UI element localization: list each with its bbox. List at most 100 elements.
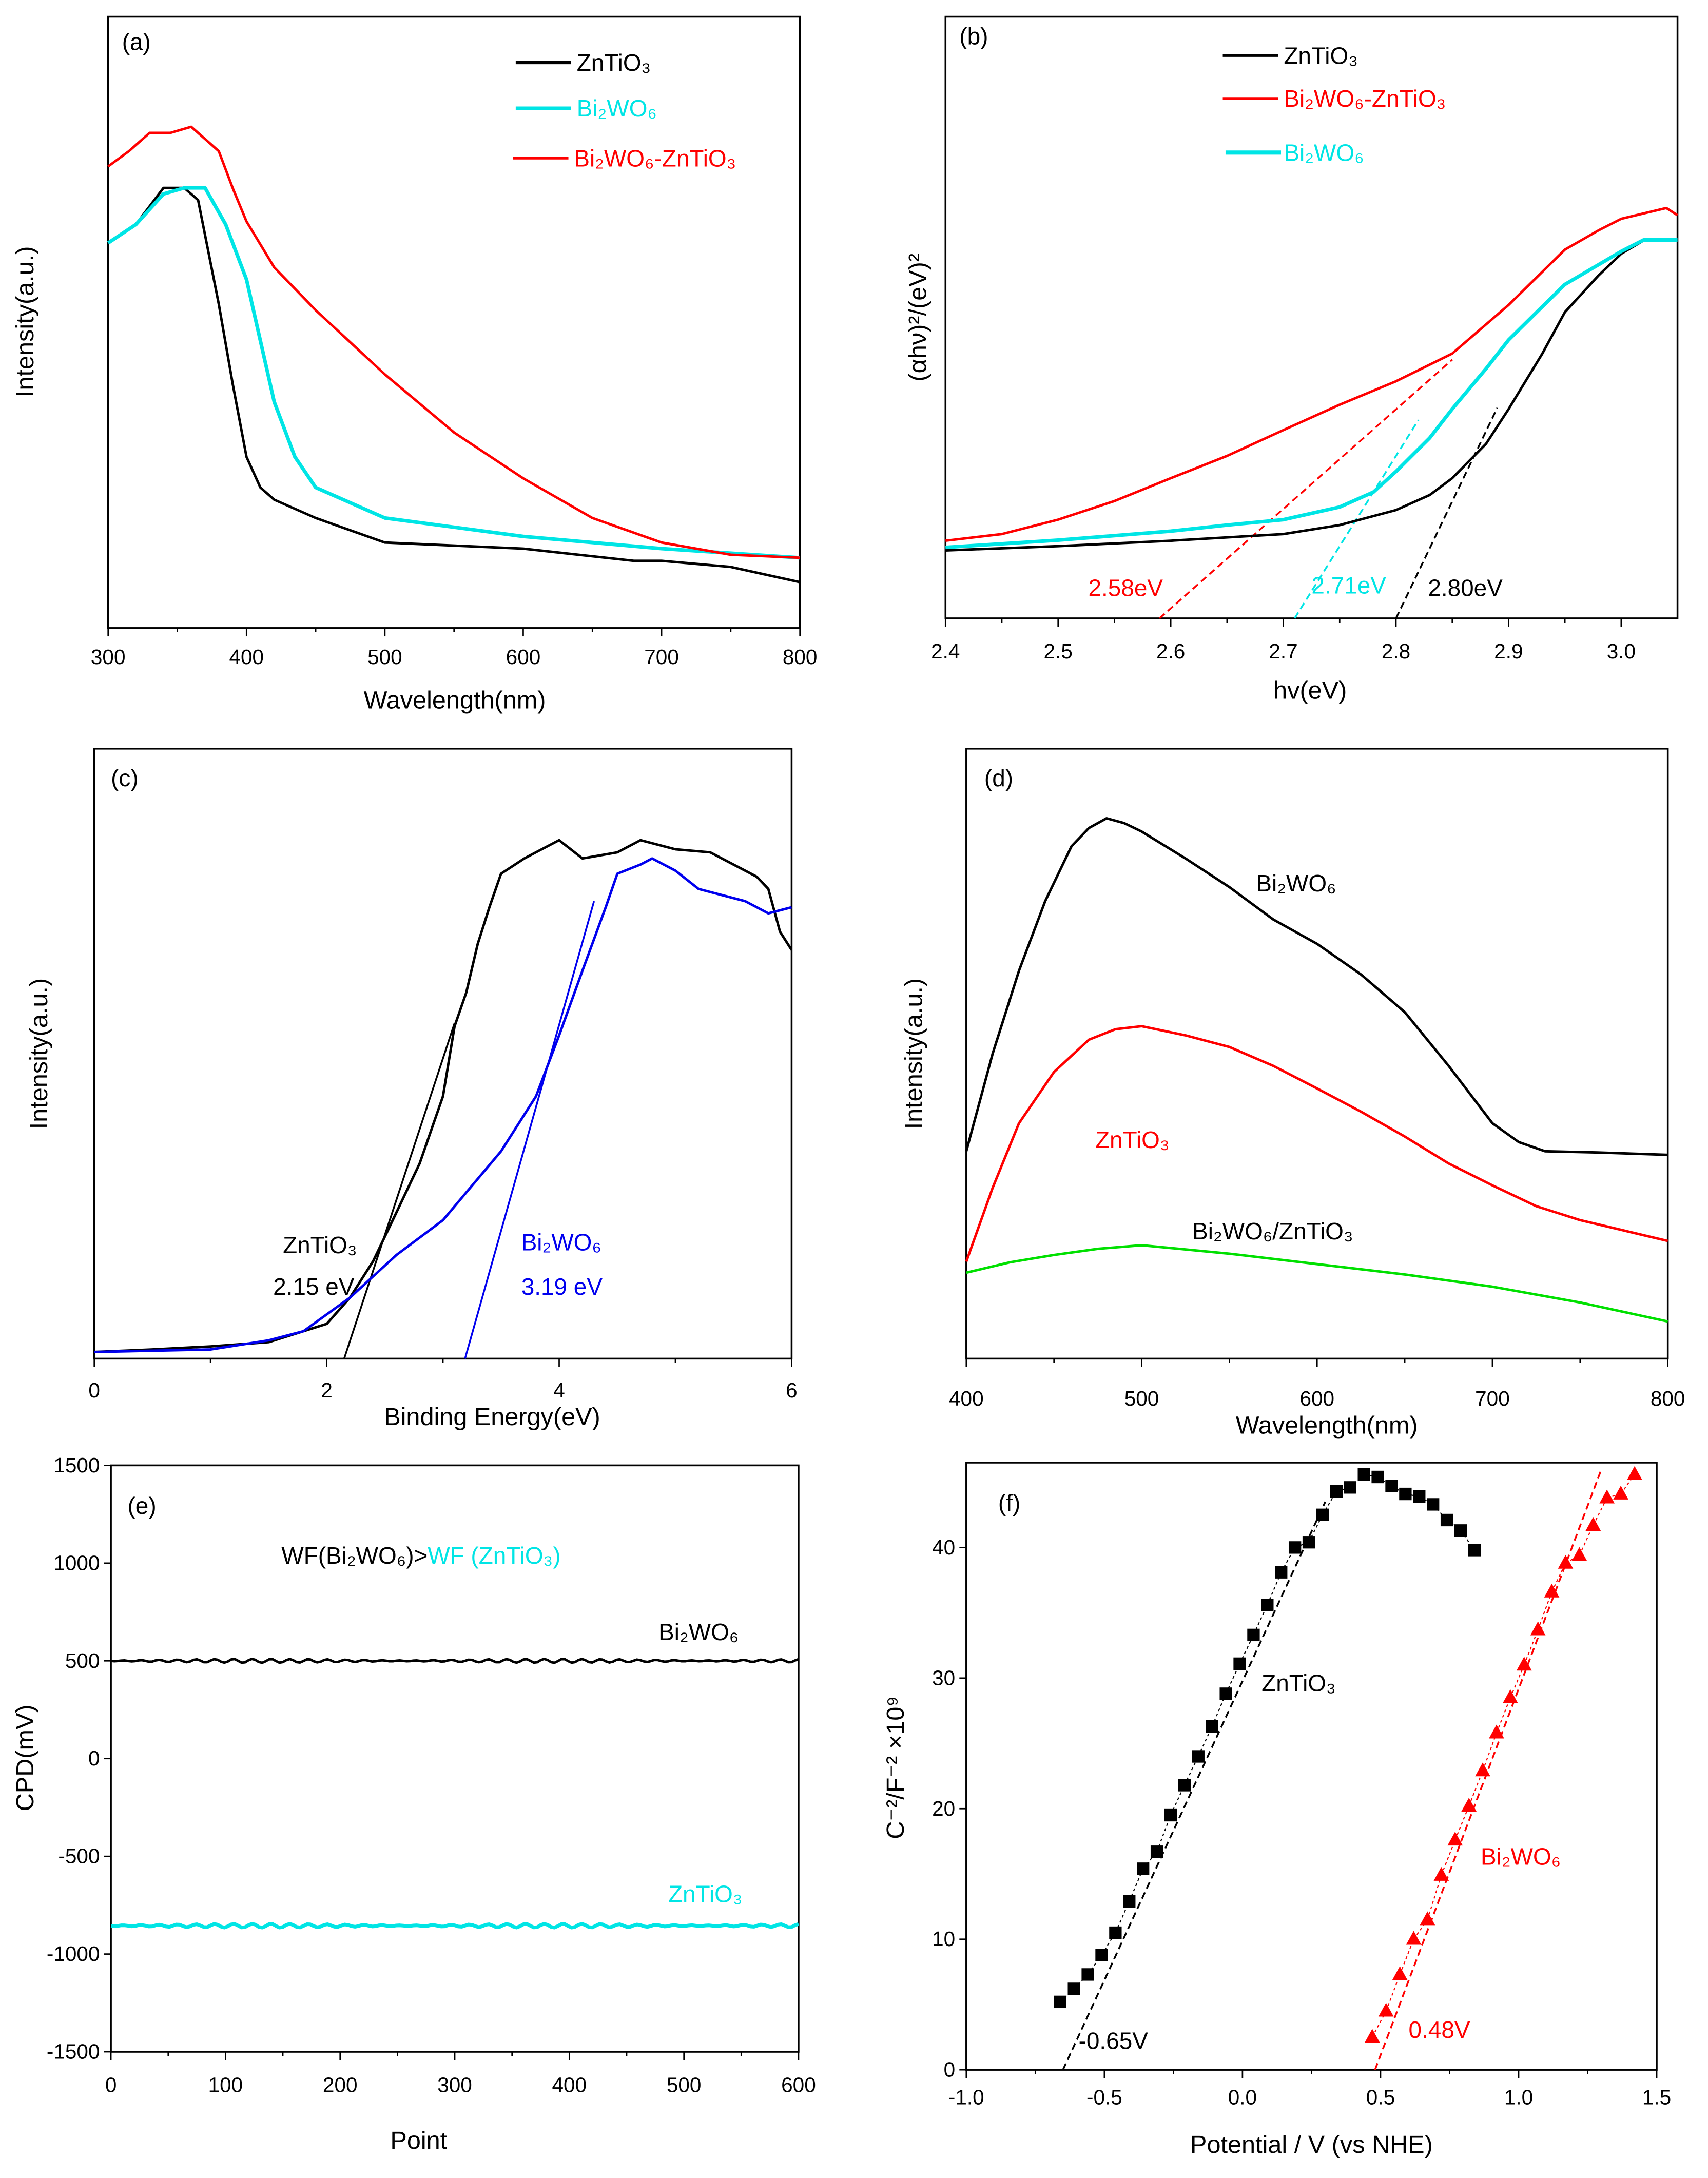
connector-line (1537, 1591, 1552, 1630)
x-tick-label: 2.8 (1382, 639, 1410, 663)
panel-a: 300 400 500 600 700 800 Wavelength(nm) Intensit… (11, 15, 818, 714)
y-axis-label: CPD(mV) (11, 1704, 39, 1811)
tangent-label: -0.65V (1079, 2028, 1149, 2054)
x-tick-label: 800 (783, 645, 818, 669)
legend-label: Bi₂WO₆-ZnTiO₃ (574, 145, 736, 171)
series-line (94, 839, 793, 1353)
series-line (945, 206, 1678, 542)
legend-label: Bi₂WO₆ (1284, 139, 1364, 166)
data-point-square (1454, 1524, 1467, 1537)
series-label: Bi₂WO₆ (658, 1619, 739, 1645)
panel-label-d: (d) (984, 765, 1013, 791)
data-point-triangle (1364, 2029, 1380, 2043)
y-tick-label: -1000 (47, 1942, 100, 1966)
connector-line (1413, 1919, 1428, 1940)
x-tick-label: 700 (644, 645, 679, 669)
series-label: Bi₂WO₆ (1481, 1843, 1561, 1870)
y-tick-label: -500 (58, 1844, 100, 1868)
series-line (965, 817, 1668, 1156)
data-point-triangle (1599, 1489, 1615, 1504)
x-tick-label: 400 (552, 2073, 587, 2096)
y-axis-label: C⁻²/F⁻² ×10⁹ (882, 1696, 909, 1839)
connector-line (1156, 1815, 1172, 1852)
panel-f: -1.0 -0.5 0.0 0.5 1.0 1.5 0 10 20 30 40 Potential /… (882, 1462, 1671, 2158)
tangent-line (1374, 1469, 1603, 2070)
y-tick-label: 10 (932, 1927, 955, 1951)
tangent-label: 3.19 eV (521, 1273, 603, 1300)
data-point-triangle (1571, 1547, 1587, 1561)
connector-line (1427, 1875, 1442, 1920)
panel-label-c: (c) (111, 765, 139, 791)
y-tick-label: 1500 (53, 1453, 100, 1477)
series-line (945, 239, 1678, 552)
panel-c: 0 2 4 6 Binding Energy(eV) Intensity(a.u.) (25, 748, 798, 1431)
connector-line (1385, 1974, 1401, 2012)
y-axis-label: Intensity(a.u.) (11, 246, 39, 397)
legend-label: ZnTiO₃ (577, 49, 651, 76)
x-tick-label: 300 (437, 2073, 472, 2096)
data-point-triangle (1544, 1583, 1560, 1598)
x-tick-label: 200 (323, 2073, 358, 2096)
connector-line (1482, 1733, 1497, 1771)
x-tick-label: 600 (506, 645, 541, 669)
series-label: ZnTiO₃ (1261, 1670, 1336, 1697)
x-tick-label: 2.4 (931, 639, 960, 663)
x-tick-label: 100 (208, 2073, 243, 2096)
x-tick-label: 300 (91, 645, 126, 669)
panel-e: 0 100 200 300 400 500 600 -1500 -1000 -500 0 500 100… (11, 1453, 816, 2154)
x-tick-label: 600 (781, 2073, 816, 2096)
plot-frame (944, 15, 1679, 619)
x-tick-label: 4 (553, 1378, 565, 1402)
x-tick-label: 500 (367, 645, 402, 669)
y-tick-label: 1000 (53, 1551, 100, 1574)
series-label: Bi₂WO₆ (521, 1229, 601, 1256)
x-tick-label: 2 (321, 1378, 333, 1402)
x-tick-label: 0.0 (1228, 2086, 1257, 2109)
x-tick-label: 0 (88, 1378, 100, 1402)
y-tick-label: 20 (932, 1797, 955, 1820)
x-axis-label: Point (390, 2127, 447, 2154)
y-tick-label: 40 (932, 1535, 955, 1559)
connector-line (1101, 1932, 1116, 1955)
annotation-wf: WF(Bi₂WO₆)>WF (ZnTiO₃) (281, 1542, 560, 1569)
series-line (965, 1025, 1668, 1262)
series-line (107, 186, 801, 584)
x-tick-label: 500 (667, 2073, 702, 2096)
data-point-triangle (1585, 1516, 1601, 1531)
x-tick-label: 1.0 (1504, 2086, 1533, 2109)
legend-a: ZnTiO₃ Bi₂WO₆ Bi₂WO₆-ZnTiO₃ (513, 49, 736, 171)
x-tick-label: 2.6 (1156, 639, 1185, 663)
y-axis-label: (αhν)²/(eV)² (904, 254, 931, 382)
annotation-wf-left: WF(Bi₂WO₆)> (281, 1542, 428, 1569)
series-label: ZnTiO₃ (283, 1232, 357, 1258)
plot-frame (965, 1462, 1658, 2071)
x-tick-label: 400 (949, 1387, 984, 1410)
connector-line (1399, 1939, 1414, 1975)
x-axis-label: Binding Energy(eV) (384, 1403, 600, 1431)
data-point-square (1095, 1949, 1108, 1961)
x-tick-label: 2.5 (1044, 639, 1073, 663)
tangent-line (464, 901, 595, 1359)
connector-line (1441, 1839, 1456, 1876)
x-tick-label: 0.5 (1366, 2086, 1395, 2109)
series-line (966, 1244, 1668, 1323)
tangent-line (1294, 419, 1420, 619)
legend-label: Bi₂WO₆-ZnTiO₃ (1284, 85, 1446, 112)
x-axis-label: Wavelength(nm) (364, 686, 546, 714)
series-line (945, 238, 1678, 550)
data-point-square (1302, 1536, 1315, 1549)
x-tick-label: 2.7 (1269, 639, 1297, 663)
series-line (94, 857, 792, 1353)
y-tick-label: 0 (944, 2058, 956, 2082)
connector-line (1460, 1530, 1475, 1551)
panel-label-b: (b) (959, 23, 988, 50)
x-tick-label: 600 (1299, 1387, 1334, 1410)
y-tick-label: 500 (65, 1649, 100, 1673)
series-label: Bi₂WO₆/ZnTiO₃ (1192, 1218, 1353, 1244)
x-tick-label: -0.5 (1086, 2086, 1122, 2109)
connector-line (1620, 1474, 1635, 1494)
x-tick-label: 800 (1651, 1387, 1685, 1410)
tangent-line (1395, 407, 1499, 619)
x-tick-label: 400 (229, 645, 264, 669)
